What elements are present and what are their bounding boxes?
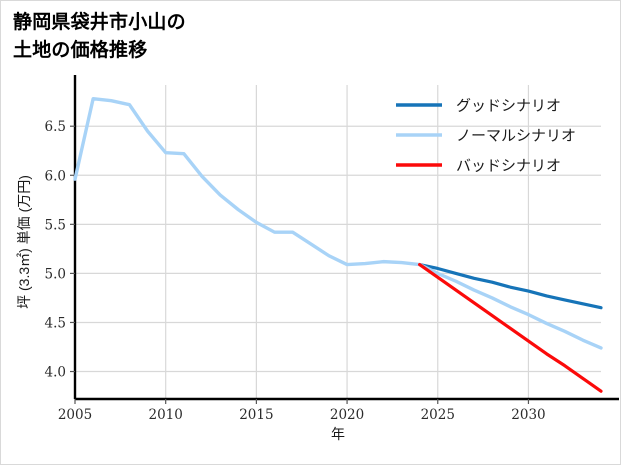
series-lines-group [73,97,603,393]
x-tick-labels-group: 2005 2010 2015 2020 2025 2030 [58,407,546,423]
y-tick-label-1: 4.5 [45,315,66,331]
y-tick-label-5: 6.5 [45,119,66,135]
x-tick-label-5: 2030 [511,407,545,423]
tick-marks-group [70,125,530,404]
y-tick-label-2: 5.0 [45,266,66,282]
legend-label-2: バッドシナリオ [456,157,561,175]
x-axis-title: 年 [331,426,345,442]
y-axis-title: 坪 (3.3㎡) 単価 (万円) [16,175,32,309]
chart-title: 静岡県袋井市小山の 土地の価格推移 [13,12,186,61]
axis-titles-group: 年 坪 (3.3㎡) 単価 (万円) [16,175,345,442]
x-tick-label-2: 2015 [239,407,273,423]
x-tick-label-1: 2010 [149,407,183,423]
x-tick-label-3: 2020 [330,407,364,423]
legend-label-1: ノーマルシナリオ [456,127,576,145]
legend-label-0: グッドシナリオ [456,97,561,115]
x-tick-label-0: 2005 [58,407,92,423]
y-tick-label-4: 6.0 [45,168,66,184]
y-tick-label-0: 4.0 [45,365,66,381]
series-line-2 [418,262,603,393]
series-line-0 [418,262,603,310]
x-tick-label-4: 2025 [421,407,455,423]
y-tick-labels-group: 4.0 4.5 5.0 5.5 6.0 6.5 [45,119,66,380]
series-line-1 [73,97,603,350]
y-tick-label-3: 5.5 [45,217,66,233]
